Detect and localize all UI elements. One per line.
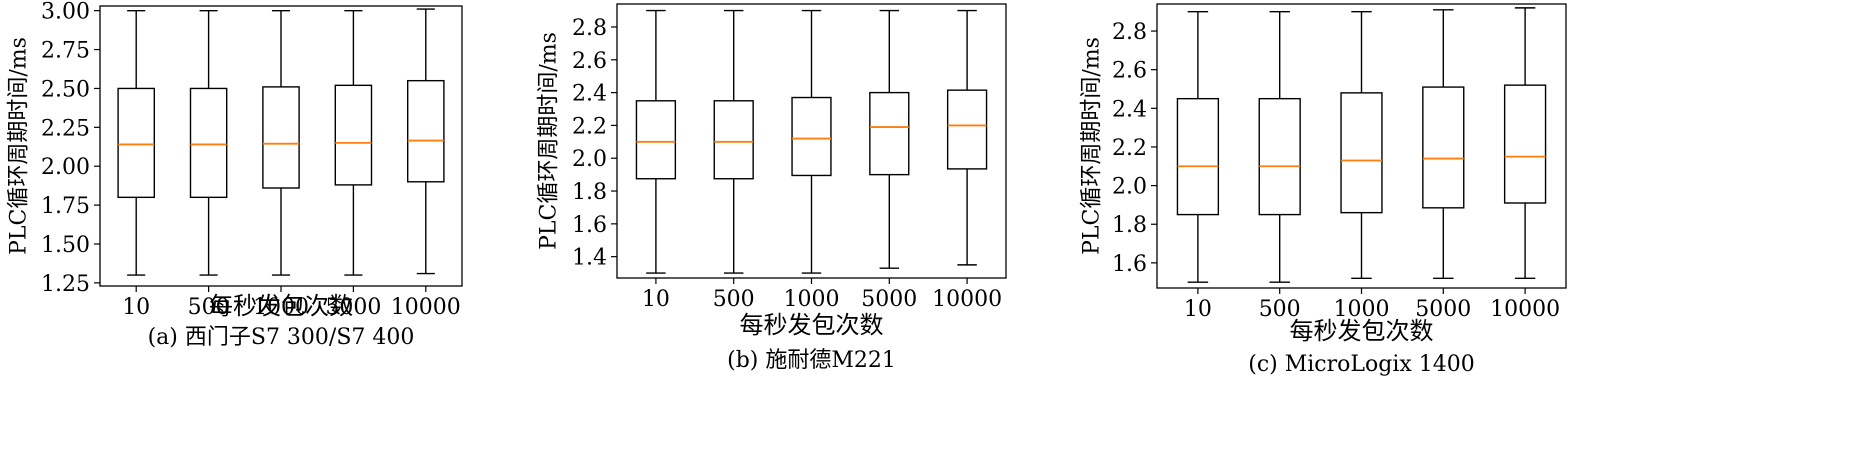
x-tick-label: 10000	[1490, 297, 1560, 322]
subplot-c: 1.6 1.8 2.0 2.2 2.4 2.6 2.8 10 500 1000 5000 10000 每…	[1080, 3, 1567, 377]
box-10	[117, 9, 155, 276]
box-10000	[946, 9, 988, 266]
box-1000	[791, 9, 832, 274]
x-tick-label: 10	[1184, 297, 1212, 322]
iqr-box	[1503, 84, 1547, 204]
iqr-box	[334, 84, 373, 186]
x-axis-label: 每秒发包次数	[740, 311, 884, 339]
y-tick-label: 2.0	[572, 147, 607, 172]
subplot-caption: (c) MicroLogix 1400	[1248, 352, 1475, 377]
x-tick-label: 5000	[1415, 297, 1471, 322]
y-tick-label: 2.50	[41, 77, 90, 102]
y-tick-label: 2.00	[41, 155, 90, 180]
iqr-box	[946, 89, 988, 170]
y-tick-label: 1.8	[572, 180, 607, 205]
y-tick-label: 1.6	[572, 213, 607, 238]
iqr-box	[189, 87, 228, 199]
y-tick-label: 2.2	[1112, 136, 1147, 161]
y-axis-label: PLC循环周期时间/ms	[1080, 37, 1105, 255]
y-axis-label: PLC循环周期时间/ms	[537, 32, 562, 250]
box-10	[635, 9, 677, 274]
box-500	[189, 9, 228, 276]
x-tick-label: 1000	[1334, 297, 1390, 322]
iqr-box	[1340, 92, 1383, 214]
y-tick-label: 2.4	[1112, 97, 1147, 122]
box-5000	[1422, 9, 1465, 280]
box-5000	[334, 9, 373, 276]
iqr-box	[262, 86, 300, 189]
box-500	[1258, 11, 1301, 283]
y-tick-label: 2.8	[572, 16, 607, 41]
x-axis-label: 每秒发包次数	[209, 292, 353, 320]
iqr-box	[869, 91, 910, 176]
y-tick-label: 2.75	[41, 39, 90, 64]
x-tick-label: 10	[642, 287, 670, 312]
iqr-box	[1258, 97, 1301, 216]
x-tick-label: 5000	[861, 287, 917, 312]
box-10	[1176, 11, 1220, 283]
iqr-box	[635, 100, 677, 180]
y-tick-label: 1.25	[41, 272, 90, 297]
y-tick-label: 2.6	[572, 49, 607, 74]
y-tick-label: 2.25	[41, 116, 90, 141]
box-1000	[262, 9, 300, 276]
x-tick-label: 10000	[391, 295, 461, 320]
subplot-caption: (a) 西门子S7 300/S7 400	[148, 325, 415, 350]
x-tick-label: 10	[122, 295, 150, 320]
x-tick-label: 10000	[932, 287, 1002, 312]
iqr-box	[1422, 86, 1465, 209]
y-axis-label: PLC循环周期时间/ms	[7, 37, 32, 255]
box-1000	[1340, 11, 1383, 280]
box-5000	[869, 9, 910, 269]
y-tick-label: 1.6	[1112, 252, 1147, 277]
y-tick-label: 1.8	[1112, 213, 1147, 238]
subplot-b: 1.4 1.6 1.8 2.0 2.2 2.4 2.6 2.8 10 500 1000 5000 100…	[537, 3, 1007, 373]
iqr-box	[1176, 97, 1220, 216]
y-tick-label: 2.8	[1112, 20, 1147, 45]
y-tick-label: 2.4	[572, 82, 607, 107]
x-axis-label: 每秒发包次数	[1290, 317, 1434, 345]
box-10000	[407, 8, 445, 275]
subplot-a: 1.25 1.50 1.75 2.00 2.25 2.50 2.75 3.00 10 500 100…	[7, 0, 463, 350]
x-tick-label: 1000	[784, 287, 840, 312]
y-tick-label: 3.00	[41, 0, 90, 25]
y-tick-label: 1.75	[41, 194, 90, 219]
y-tick-label: 1.4	[572, 246, 607, 271]
x-tick-label: 5000	[325, 295, 381, 320]
y-tick-label: 2.0	[1112, 175, 1147, 200]
y-tick-label: 2.2	[572, 114, 607, 139]
y-tick-label: 2.6	[1112, 59, 1147, 84]
iqr-box	[117, 87, 155, 199]
box-500	[713, 9, 754, 274]
subplot-caption: (b) 施耐德M221	[727, 348, 896, 373]
iqr-box	[407, 79, 445, 183]
iqr-box	[791, 96, 832, 177]
x-tick-label: 500	[188, 295, 230, 320]
x-tick-label: 500	[1259, 297, 1301, 322]
x-tick-label: 500	[713, 287, 755, 312]
box-10000	[1503, 7, 1547, 280]
x-tick-label: 1000	[253, 295, 309, 320]
iqr-box	[713, 100, 754, 180]
y-tick-label: 1.50	[41, 233, 90, 258]
